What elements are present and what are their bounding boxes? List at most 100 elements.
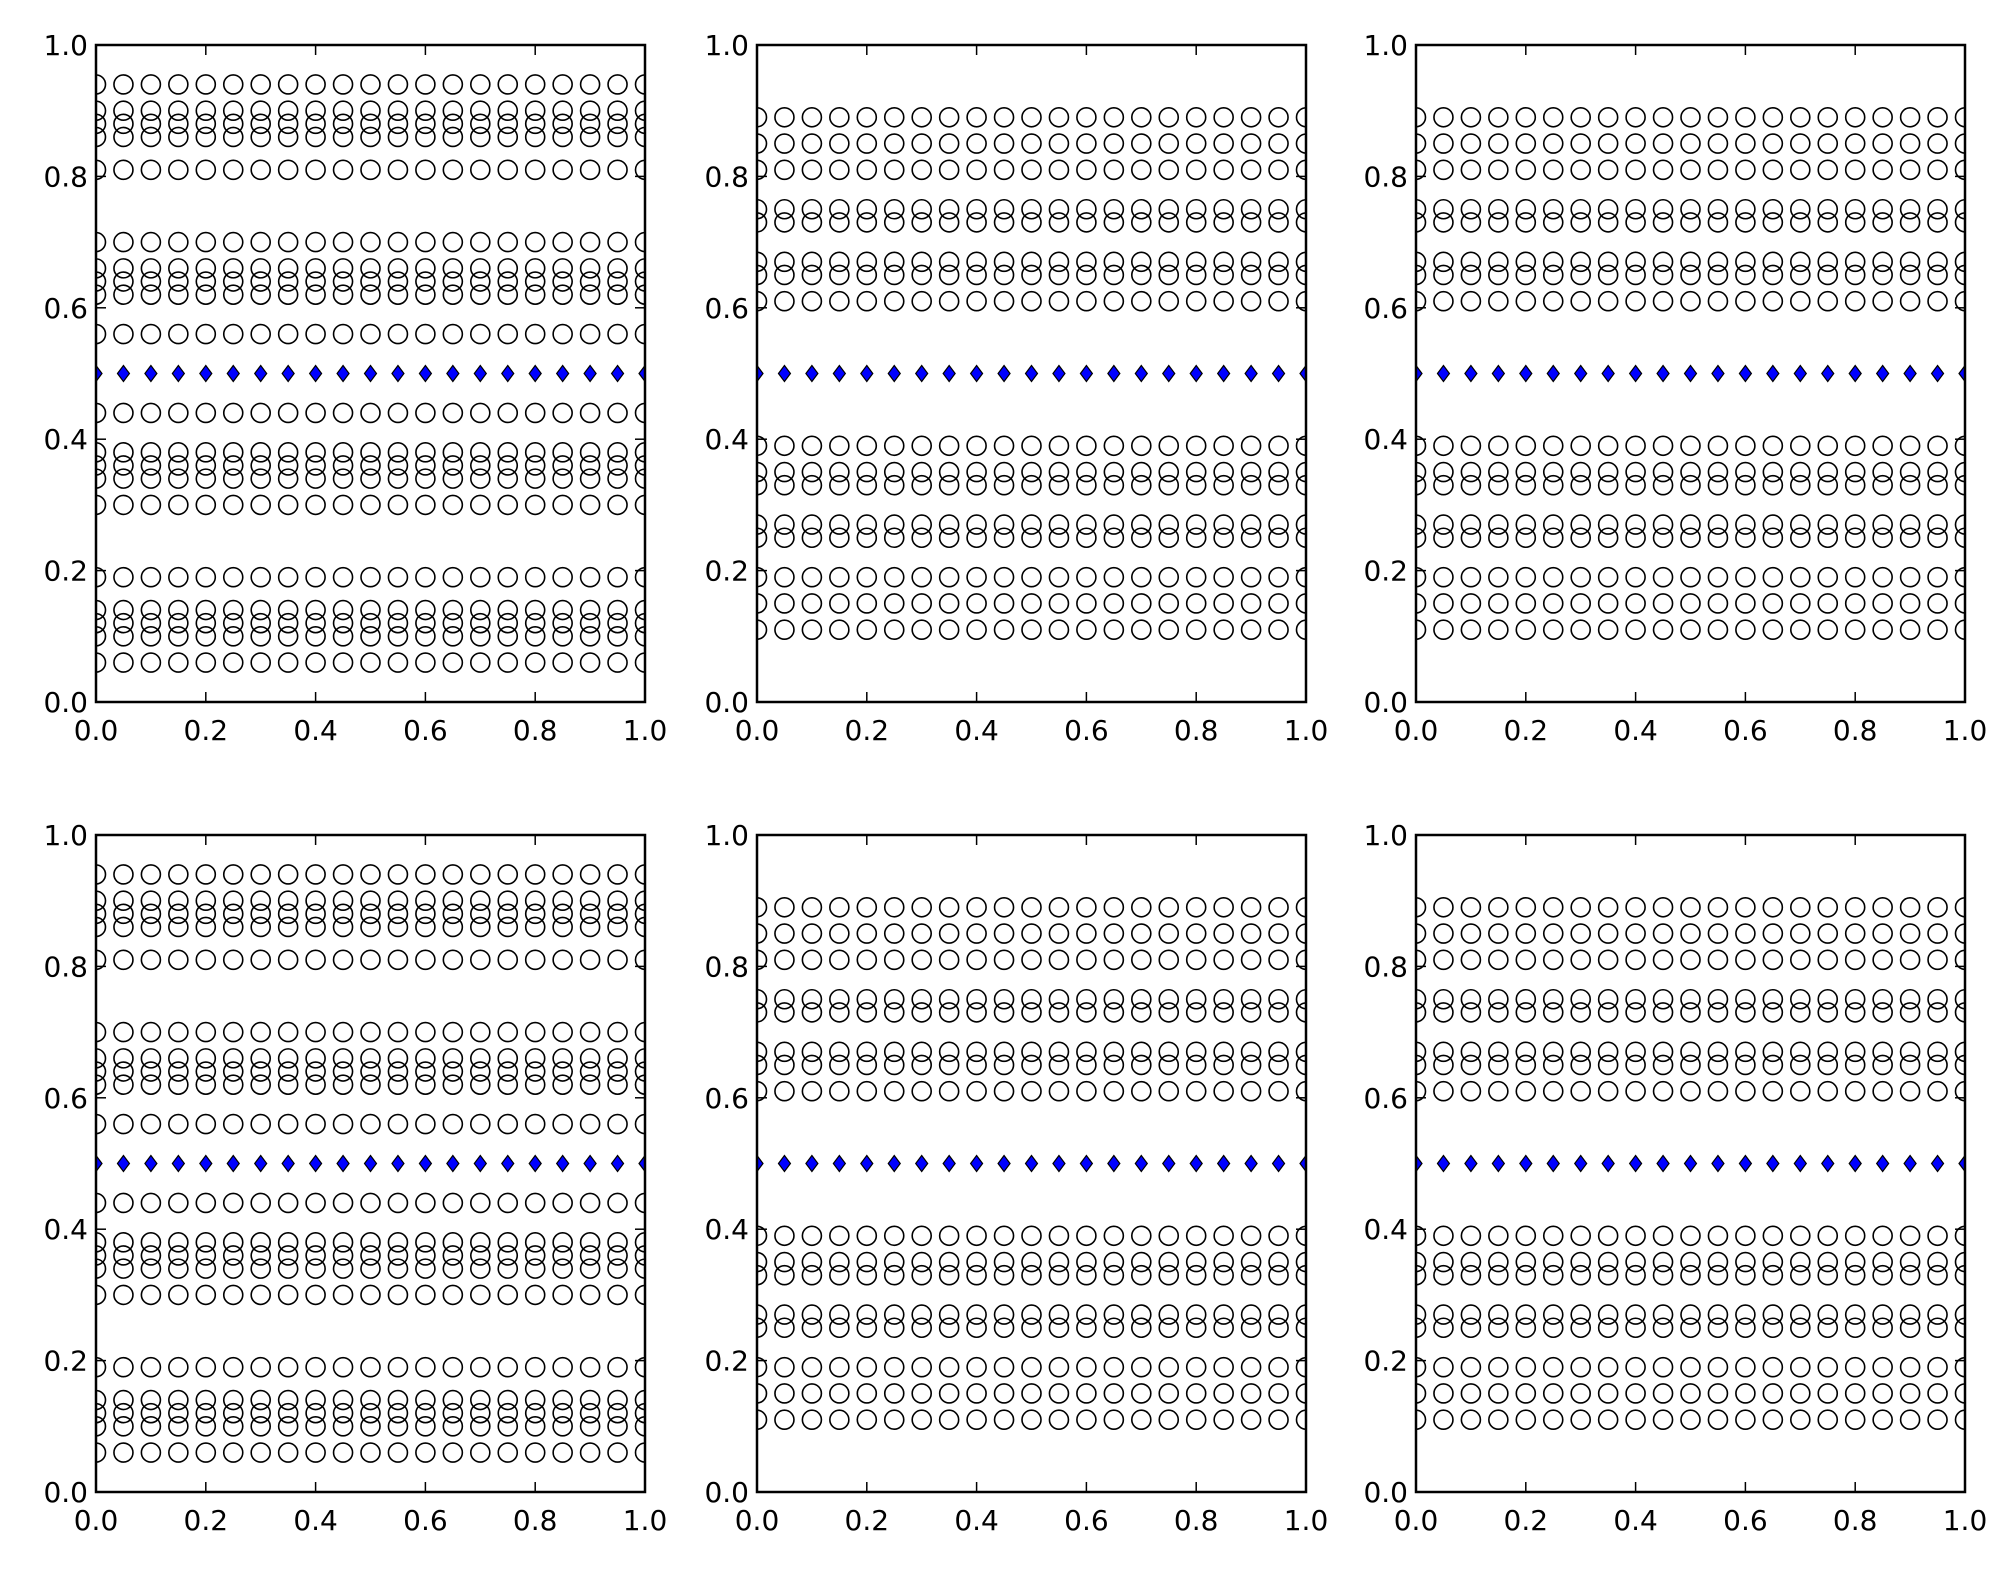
circle-marker	[1268, 1251, 1289, 1273]
circle-marker	[168, 566, 189, 588]
circle-marker	[1570, 619, 1591, 641]
circle-marker	[113, 113, 134, 135]
circle-marker	[140, 1048, 162, 1069]
circle-marker	[222, 652, 244, 673]
diamond-marker	[757, 1154, 764, 1173]
circle-marker	[1597, 1002, 1619, 1023]
circle-marker	[96, 271, 107, 292]
circle-marker	[856, 1225, 878, 1247]
circle-marker	[277, 599, 299, 621]
circle-marker	[1213, 619, 1234, 641]
circle-marker	[911, 1054, 933, 1076]
circle-marker	[1652, 1409, 1674, 1431]
axes-frame	[94, 43, 647, 704]
circle-marker	[1790, 198, 1811, 220]
circle-marker	[1021, 1317, 1042, 1339]
circle-marker	[1625, 133, 1646, 154]
circle-marker	[607, 949, 628, 971]
circle-marker	[757, 474, 768, 496]
circle-marker	[1652, 106, 1674, 128]
circle-marker	[1131, 133, 1152, 154]
circle-marker	[1790, 527, 1811, 549]
circle-marker	[96, 626, 107, 647]
circle-marker	[634, 284, 645, 305]
circle-marker	[1872, 133, 1893, 154]
circle-marker	[757, 593, 768, 614]
circle-marker	[1076, 198, 1097, 220]
diamond-marker	[1189, 364, 1203, 383]
circle-marker	[966, 988, 987, 1010]
circle-marker	[442, 113, 464, 135]
circle-marker	[140, 100, 162, 121]
x-tick-label: 0.4	[293, 1504, 338, 1537]
circle-marker	[360, 284, 381, 305]
circle-marker	[1680, 133, 1701, 154]
circle-marker	[1416, 527, 1427, 549]
circle-marker	[1460, 527, 1482, 549]
circle-marker	[415, 402, 436, 424]
circle-marker	[360, 1245, 381, 1266]
circle-marker	[195, 74, 217, 95]
circle-marker	[607, 100, 628, 121]
circle-marker	[1899, 566, 1921, 588]
circle-marker	[1131, 435, 1152, 457]
circle-marker	[497, 1258, 519, 1279]
circle-marker	[1416, 1041, 1427, 1063]
diamond-marker	[226, 364, 240, 383]
circle-marker	[938, 461, 960, 483]
circle-marker	[1872, 566, 1893, 588]
plot-area	[96, 864, 645, 1463]
circle-marker	[1652, 290, 1674, 312]
circle-marker	[1433, 923, 1454, 944]
circle-marker	[993, 527, 1015, 549]
x-tick-label: 1.0	[1943, 714, 1988, 747]
circle-marker	[113, 468, 134, 489]
circle-marker	[1103, 290, 1125, 312]
circle-marker	[911, 896, 933, 918]
circle-marker	[387, 625, 409, 647]
circle-marker	[1817, 1356, 1839, 1378]
circle-marker	[195, 599, 217, 621]
circle-marker	[113, 903, 134, 925]
circle-marker	[1707, 198, 1729, 220]
circle-marker	[911, 1251, 933, 1273]
circle-marker	[1570, 264, 1591, 286]
circle-marker	[1844, 896, 1866, 918]
circle-marker	[387, 494, 409, 516]
circle-marker	[1597, 988, 1619, 1010]
circle-marker	[1542, 212, 1564, 233]
circle-marker	[1268, 527, 1289, 549]
circle-marker	[415, 1245, 436, 1266]
circle-marker	[442, 323, 464, 345]
circle-marker	[829, 1264, 850, 1286]
circle-marker	[1954, 1317, 1965, 1339]
circle-marker	[1762, 212, 1784, 233]
circle-marker	[774, 593, 795, 614]
circle-marker	[1652, 1304, 1674, 1325]
diamond-marker	[914, 1154, 929, 1173]
circle-marker	[634, 626, 645, 647]
circle-marker	[1762, 474, 1784, 496]
circle-marker	[1240, 593, 1262, 614]
circle-marker	[774, 1080, 795, 1102]
circle-marker	[1295, 1356, 1306, 1378]
circle-marker	[1213, 593, 1234, 614]
circle-marker	[911, 198, 933, 220]
circle-marker	[1185, 1317, 1207, 1339]
circle-marker	[1240, 923, 1262, 944]
circle-marker	[1131, 106, 1152, 128]
circle-marker	[524, 323, 546, 345]
circle-marker	[634, 402, 645, 424]
circle-marker	[1131, 198, 1152, 220]
circle-marker	[1707, 212, 1729, 233]
circle-marker	[195, 271, 217, 292]
circle-marker	[1433, 566, 1454, 588]
circle-marker	[1927, 264, 1948, 286]
circle-marker	[1680, 212, 1701, 233]
circle-marker	[1416, 1080, 1427, 1102]
circle-marker	[1103, 1409, 1125, 1431]
circle-marker	[96, 1442, 107, 1463]
circle-marker	[757, 527, 768, 549]
circle-marker	[469, 442, 491, 463]
circle-marker	[829, 514, 850, 535]
